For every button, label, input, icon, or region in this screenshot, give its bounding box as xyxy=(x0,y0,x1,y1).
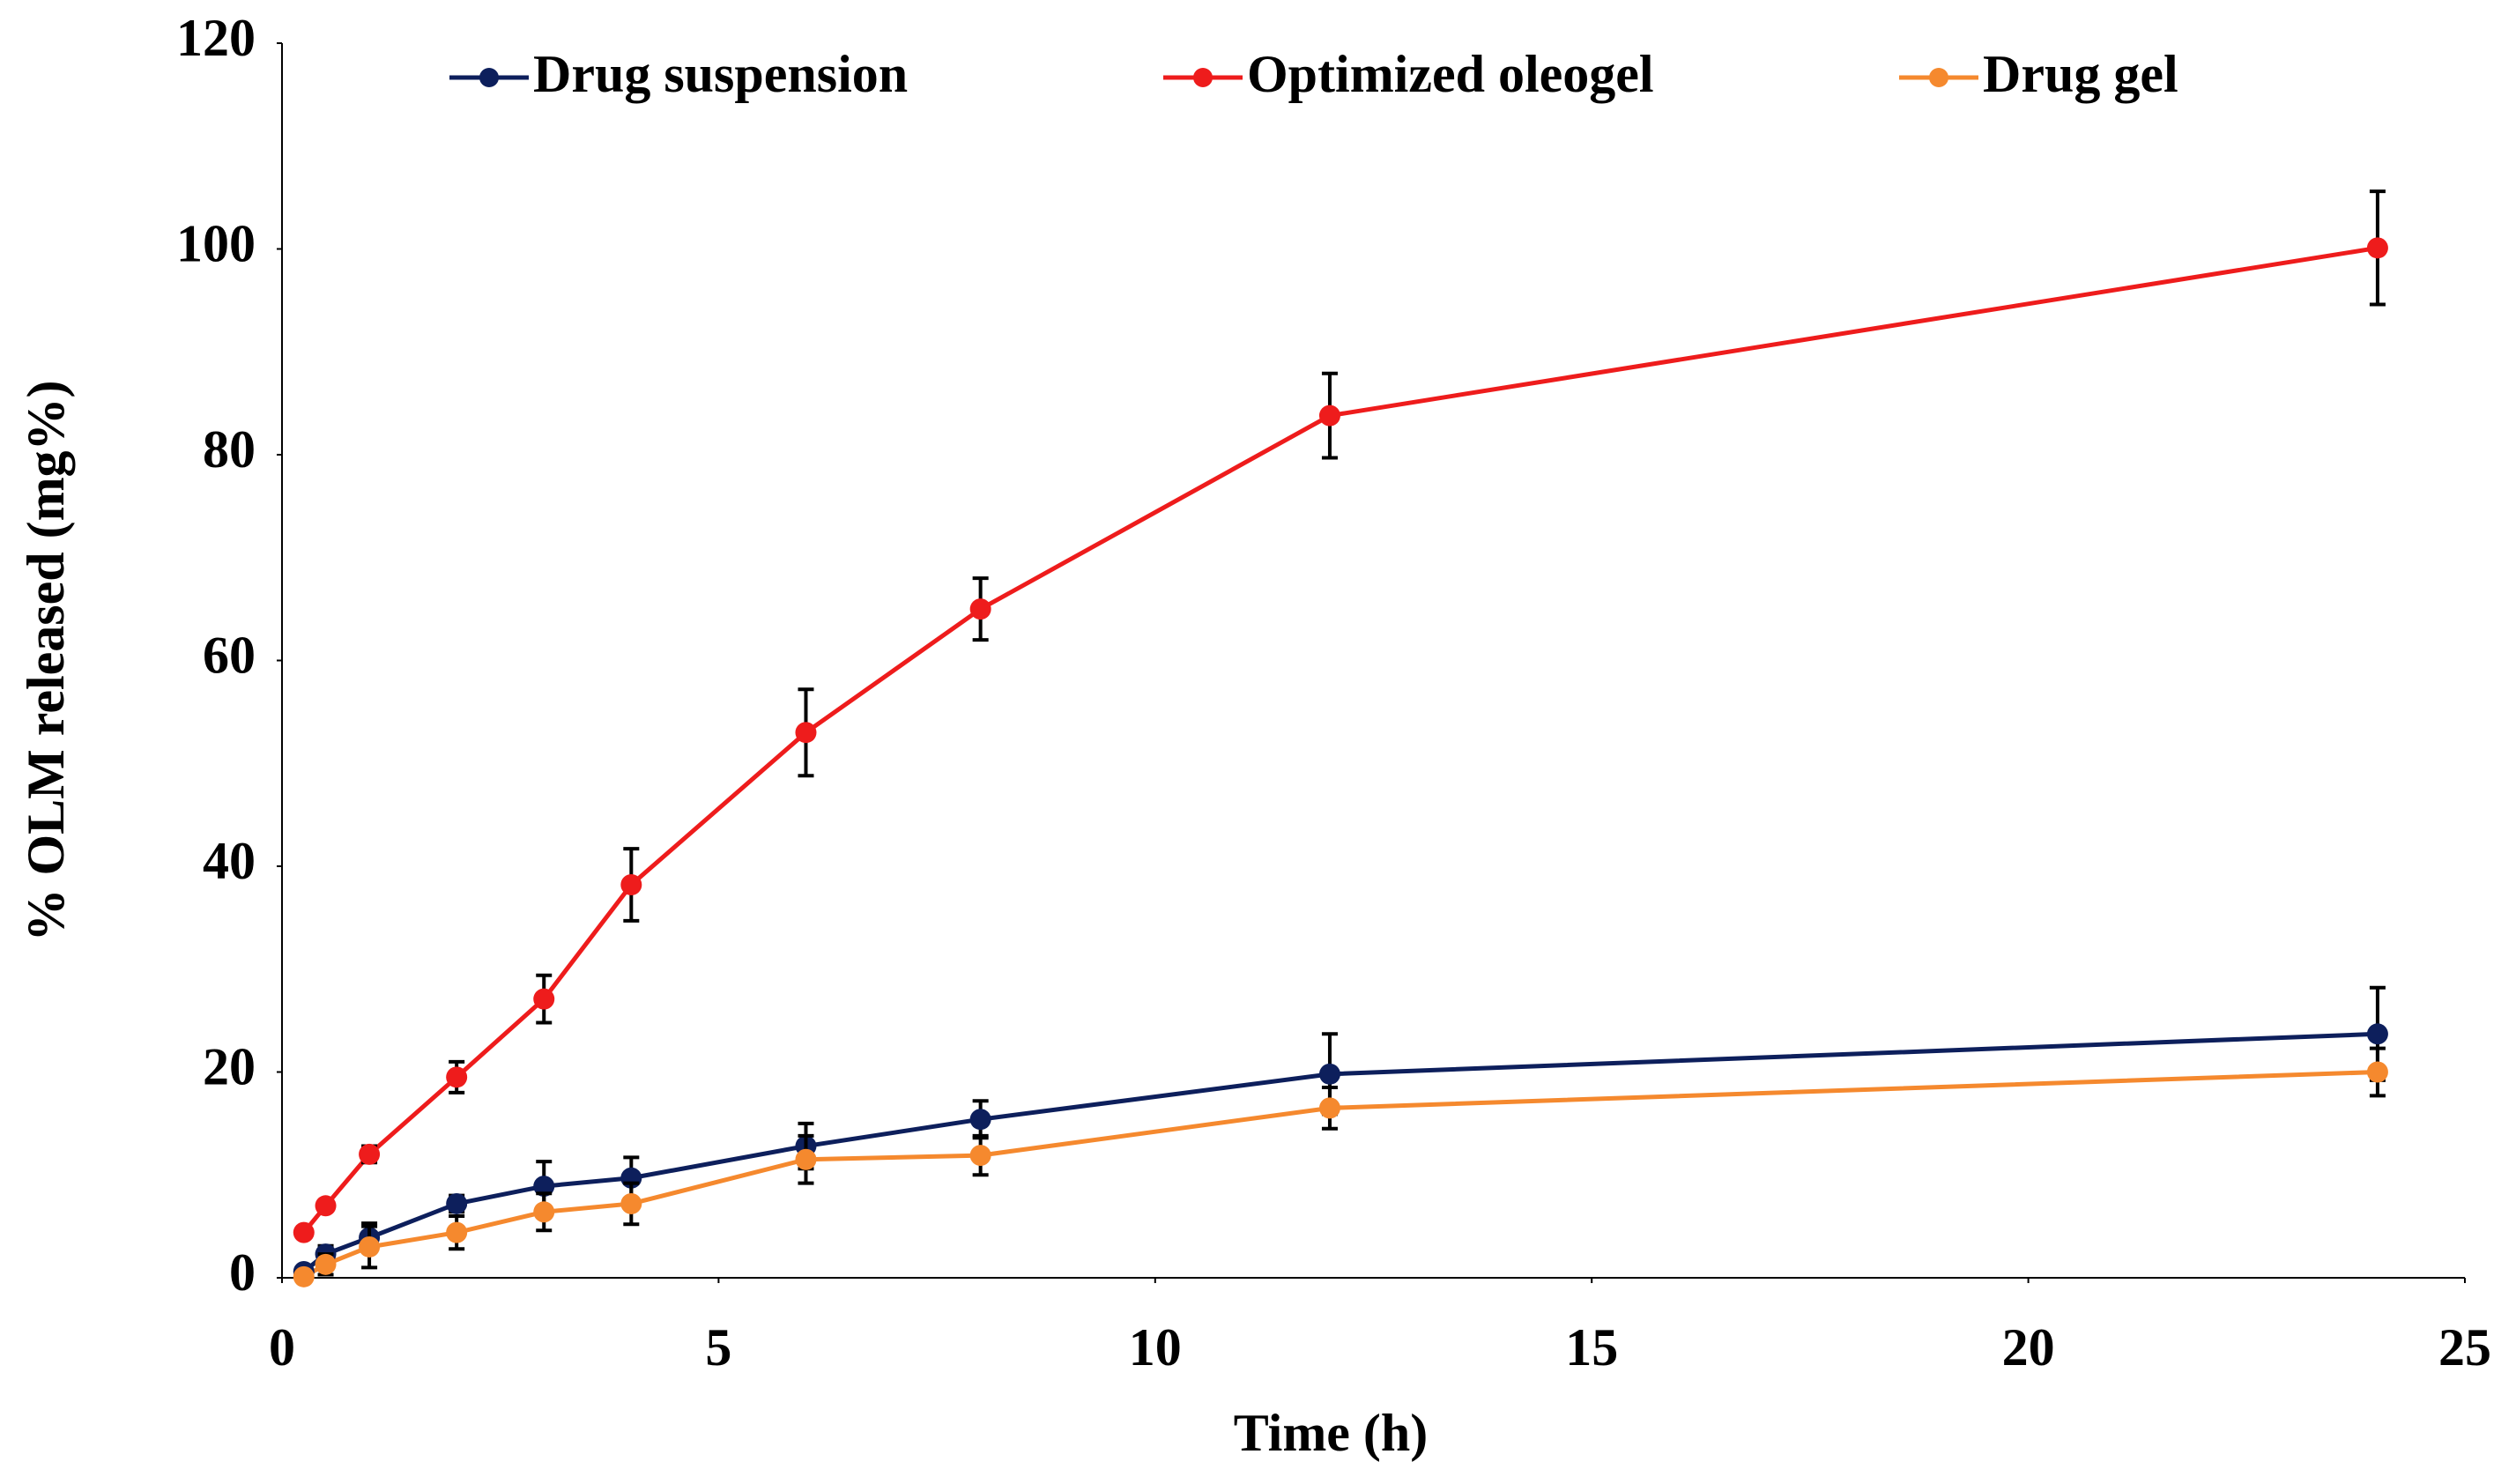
series-line xyxy=(301,245,2379,1235)
x-tick-label: 10 xyxy=(1129,1318,1182,1376)
data-point xyxy=(533,1176,555,1198)
legend-label: Drug suspension xyxy=(533,45,908,103)
data-point xyxy=(969,598,991,620)
x-tick-label: 5 xyxy=(705,1318,731,1376)
data-point xyxy=(359,1143,381,1165)
y-tick-label: 40 xyxy=(203,832,256,890)
legend-marker xyxy=(1929,68,1948,87)
data-point xyxy=(1318,404,1340,427)
data-point xyxy=(2366,1023,2388,1045)
series-line xyxy=(302,1031,2379,1273)
y-tick-label: 80 xyxy=(203,420,256,479)
legend-marker xyxy=(479,68,499,87)
data-point xyxy=(293,1221,315,1243)
data-point xyxy=(2366,237,2388,259)
data-point xyxy=(359,1235,381,1258)
series-line xyxy=(302,1070,2379,1280)
data-point xyxy=(446,1221,468,1243)
data-point xyxy=(315,1253,337,1275)
legend-marker xyxy=(1193,68,1213,87)
legend-label: Drug gel xyxy=(1983,45,2178,103)
data-point xyxy=(620,874,642,896)
data-point xyxy=(1318,1097,1340,1119)
y-tick-label: 120 xyxy=(176,9,256,67)
x-tick-label: 25 xyxy=(2438,1318,2491,1376)
x-tick-label: 0 xyxy=(269,1318,295,1376)
y-tick-label: 20 xyxy=(203,1037,256,1095)
legend-label: Optimized oleogel xyxy=(1247,45,1654,103)
data-point xyxy=(315,1195,337,1217)
x-tick-label: 15 xyxy=(1565,1318,1618,1376)
data-point xyxy=(533,1201,555,1223)
data-point xyxy=(1318,1063,1340,1085)
data-point xyxy=(446,1192,468,1214)
data-point xyxy=(969,1145,991,1167)
data-point xyxy=(620,1192,642,1214)
x-tick-label: 20 xyxy=(2002,1318,2055,1376)
y-axis-title: % OLM released (mg%) xyxy=(17,380,75,941)
data-point xyxy=(533,988,555,1010)
x-axis-title: Time (h) xyxy=(1234,1404,1429,1462)
data-point xyxy=(969,1109,991,1131)
data-point xyxy=(446,1066,468,1088)
data-point xyxy=(795,722,817,744)
data-point xyxy=(2366,1061,2388,1083)
data-point xyxy=(795,1148,817,1170)
data-point xyxy=(293,1265,315,1287)
y-tick-label: 100 xyxy=(176,214,256,272)
y-tick-label: 60 xyxy=(203,626,256,684)
y-tick-label: 0 xyxy=(229,1243,256,1302)
